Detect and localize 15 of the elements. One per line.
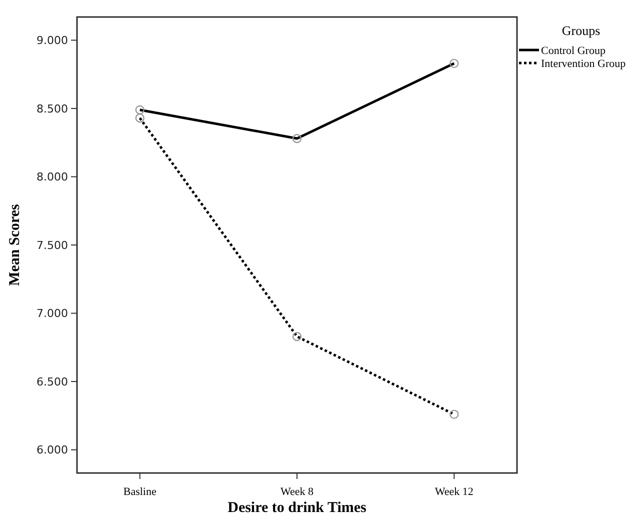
y-tick-label: 6.000 [36, 444, 68, 457]
y-tick-label: 9.000 [36, 34, 68, 48]
legend-label: Control Group [541, 44, 606, 57]
y-axis-title: Mean Scores [7, 204, 23, 286]
x-axis-title: Desire to drink Times [228, 500, 367, 516]
legend-label: Intervention Group [541, 58, 626, 70]
y-tick-label: 8.000 [36, 170, 68, 184]
x-tick-label: Basline [123, 486, 156, 498]
x-tick-label: Week 8 [280, 486, 314, 498]
y-tick-label: 8.500 [36, 102, 68, 116]
y-tick-label: 7.000 [36, 307, 68, 320]
x-tick-label: Week 12 [434, 486, 474, 498]
legend-title: Groups [562, 23, 600, 38]
y-tick-label: 7.500 [36, 238, 68, 252]
y-tick-label: 6.500 [36, 375, 68, 388]
